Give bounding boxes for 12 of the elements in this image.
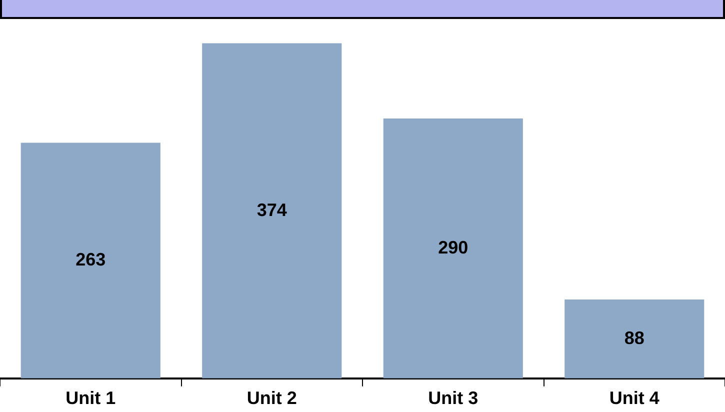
data-label: 88 xyxy=(624,328,644,348)
x-tick-label: Unit 1 xyxy=(66,388,116,408)
x-tick-label: Unit 3 xyxy=(428,388,478,408)
bar xyxy=(20,142,160,378)
data-label: 374 xyxy=(256,200,287,220)
data-label: 263 xyxy=(76,250,106,270)
data-label: 290 xyxy=(438,237,468,258)
bar xyxy=(202,43,342,378)
x-tick-label: Unit 2 xyxy=(246,388,297,408)
bar xyxy=(564,300,704,378)
bar xyxy=(383,118,523,378)
x-tick-label: Unit 4 xyxy=(609,388,660,408)
